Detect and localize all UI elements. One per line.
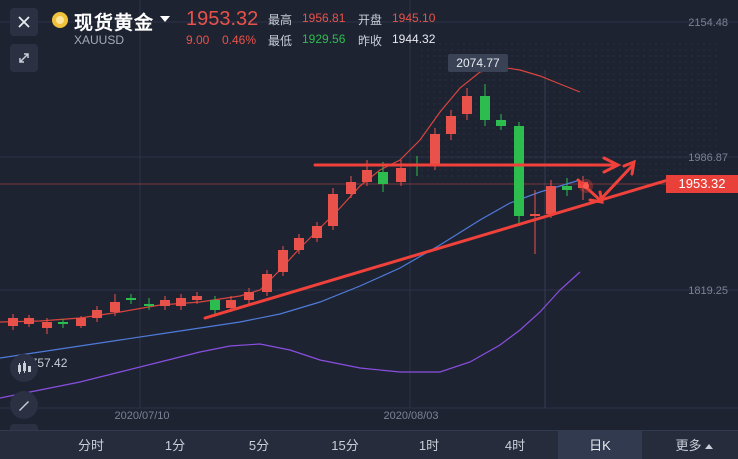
candle-body [430,134,440,166]
candle-body [446,116,456,134]
caret-up-icon [704,444,713,450]
candle-body [58,322,68,324]
instrument-title[interactable]: 现货黄金 [74,13,155,34]
tab-1hour[interactable]: 1时 [418,438,440,453]
grid [0,0,738,409]
candle-body [210,300,220,310]
candle-body [378,172,388,184]
tab-1min[interactable]: 1分 [164,438,186,453]
peak-label: 2074.77 [456,56,500,70]
close-button[interactable] [10,8,38,36]
candle-body [562,186,572,190]
candles [8,84,588,334]
current-price-dot [583,183,589,189]
last-price: 1953.32 [186,8,259,30]
timeframe-toolbar: 分时 1分 5分 15分 1时 4时 日K 更多 [0,430,738,459]
peak-label-box [448,54,508,72]
candlestick-chart[interactable]: 2154.48 1986.87 1819.25 2020/07/10 2020/… [0,0,738,430]
candle-body [278,250,288,272]
candle-body [176,298,186,306]
tab-timeshare[interactable]: 分时 [77,438,104,453]
candle-body [546,186,556,214]
open-label: 开盘 [358,13,383,27]
y-tick-label: 2154.48 [688,17,728,29]
price-change-percent: 0.46% [222,33,257,47]
prev-close-label: 昨收 [358,34,383,48]
chevron-down-icon[interactable] [160,16,170,22]
pen-icon [19,401,29,411]
close-icon [18,16,30,28]
candle-body [192,296,202,300]
support-trendline [203,178,670,320]
candle-body [92,310,102,318]
candle-body [226,300,236,308]
gold-coin-icon [52,12,68,28]
candle-body [160,300,170,306]
more-button[interactable]: 更多 [650,431,738,459]
candle-body [530,214,540,216]
candle-body [8,318,18,326]
tab-5min[interactable]: 5分 [248,438,270,453]
candle-body [144,304,154,306]
y-tick-label: 1986.87 [688,152,728,164]
low-value: 1929.56 [302,32,346,46]
chart-type-button[interactable] [10,354,38,382]
expand-icon [19,53,29,63]
tab-4hour[interactable]: 4时 [504,438,526,453]
y-tick-label: 1819.25 [688,285,728,297]
price-change: 9.00 [186,33,210,47]
current-price-tag: 1953.32 [666,175,738,193]
candle-body [262,274,272,292]
candle-body [462,96,472,114]
high-label: 最高 [268,13,293,27]
tab-15min[interactable]: 15分 [331,438,359,453]
candle-body [42,322,52,328]
candle-body [514,126,524,216]
candle-body [396,168,406,182]
instrument-symbol: XAUUSD [74,33,125,47]
candlestick-icon [18,361,31,374]
prev-close-value: 1944.32 [392,32,436,46]
zigzag-arrowhead-down [588,190,604,204]
ma-purple-line [0,271,581,399]
candle-body [76,318,86,326]
candle-body [294,238,304,250]
candle-body [24,318,34,324]
x-tick-label: 2020/08/03 [383,410,438,422]
x-tick-label: 2020/07/10 [114,410,169,422]
quote-header: 现货黄金 XAUUSD 1953.32 9.00 0.46% 最高 1956.8… [0,0,470,48]
candle-body [480,96,490,120]
candle-body [328,194,338,226]
candle-body [126,298,136,300]
candle-body [244,292,254,300]
candle-body [362,170,372,182]
candle-body [496,120,506,126]
expand-button[interactable] [10,44,38,72]
high-value: 1956.81 [302,11,346,25]
resistance-arrowhead [602,156,622,174]
more-label: 更多 [675,438,702,453]
draw-tool-button[interactable] [10,391,38,419]
candle-body [346,182,356,194]
low-label: 最低 [268,34,293,48]
candle-body [312,226,322,238]
candle-body [110,302,120,312]
open-value: 1945.10 [392,11,436,25]
zigzag-arrowhead-up [622,159,636,176]
tab-daily[interactable]: 日K [558,431,642,459]
